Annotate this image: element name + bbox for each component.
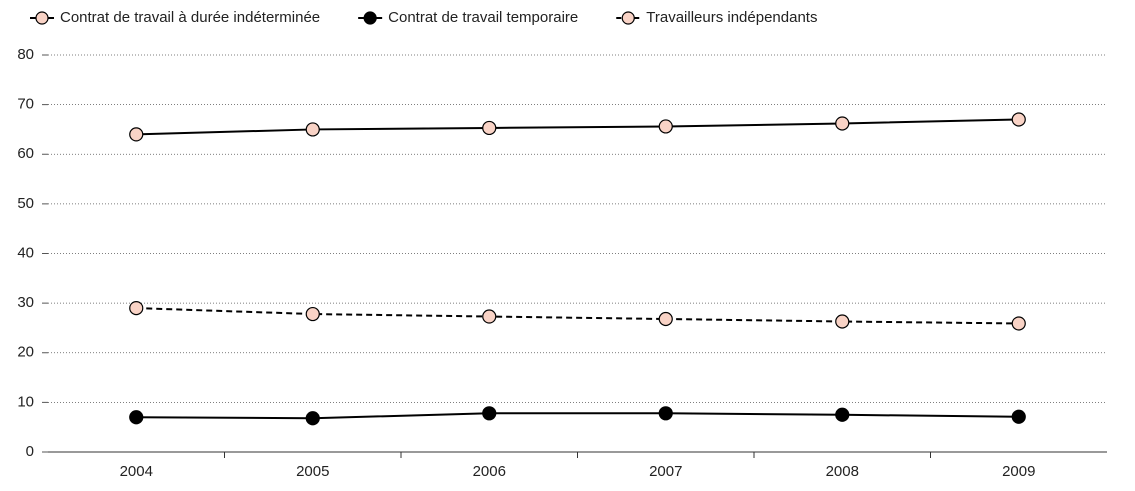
series-line [136,412,1019,420]
x-tick-label: 2008 [826,463,859,480]
point [129,300,144,316]
x-tick-label: 2004 [120,463,153,480]
y-tick-label: 60 [17,145,34,162]
point [835,116,850,131]
y-tick-label: 50 [17,195,34,212]
legend-marker [363,11,377,25]
point [1011,316,1026,331]
y-tick-label: 70 [17,96,34,113]
point [658,119,673,134]
series-line [136,118,1019,136]
point [658,406,673,421]
point [835,314,850,329]
legend-label: Travailleurs indépendants [646,9,817,26]
point [129,127,144,142]
point [835,407,850,422]
y-tick-label: 80 [17,46,34,63]
y-tick-label: 20 [17,344,34,361]
y-tick-label: 10 [17,393,34,410]
point [305,122,320,137]
point [1011,112,1026,127]
y-tick-label: 30 [17,294,34,311]
legend-marker [621,11,635,25]
x-tick-label: 2006 [473,463,506,480]
point [482,406,497,421]
point [305,411,320,426]
x-tick-label: 2007 [649,463,682,480]
point [482,309,497,324]
legend-marker [35,11,49,25]
point [482,120,497,136]
legend-label: Contrat de travail à durée indéterminée [60,9,320,26]
legend-label: Contrat de travail temporaire [388,9,578,26]
series-line [136,307,1019,325]
point [658,311,673,327]
x-tick-label: 2005 [296,463,329,480]
y-tick-label: 0 [26,443,34,460]
point [1011,409,1026,424]
x-tick-label: 2009 [1002,463,1035,480]
point [129,410,144,425]
point [305,306,320,322]
y-tick-label: 40 [17,244,34,261]
